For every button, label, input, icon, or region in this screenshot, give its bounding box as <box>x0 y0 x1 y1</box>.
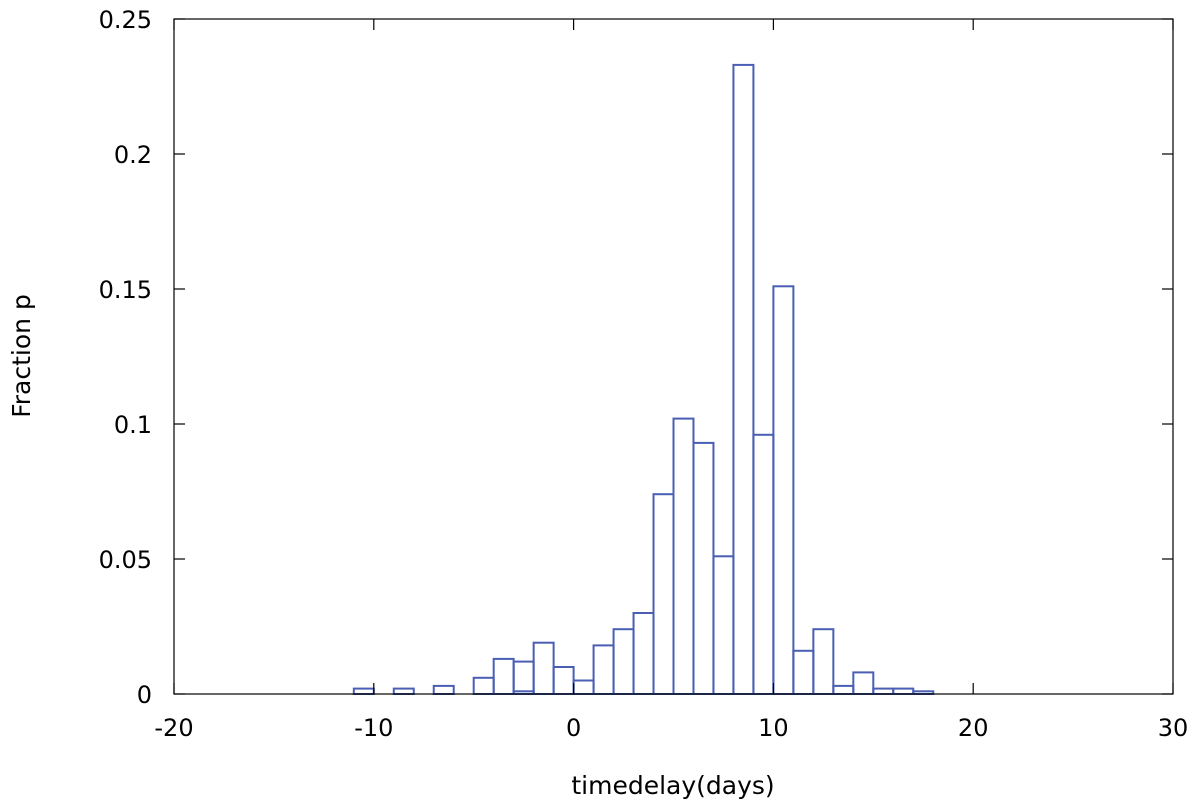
bars-layer <box>352 63 935 696</box>
histogram-bar-7 <box>552 666 575 695</box>
y-tick-label-1: 0.05 <box>99 546 152 574</box>
histogram-bar-4 <box>492 657 515 696</box>
histogram-bar-20 <box>812 628 835 696</box>
x-tick-label-2: 0 <box>566 714 581 742</box>
y-tick-label-2: 0.1 <box>114 411 152 439</box>
x-tick-label-3: 10 <box>758 714 789 742</box>
histogram-bar-14 <box>692 441 715 695</box>
histogram-bar-8 <box>572 679 595 695</box>
ticks-layer <box>173 18 1174 695</box>
histogram-bar-19 <box>792 649 815 695</box>
histogram-bar-3 <box>472 676 495 695</box>
histogram-bar-12 <box>652 493 675 696</box>
histogram-bar-18 <box>772 285 795 695</box>
histogram-bar-21 <box>832 684 855 696</box>
histogram-bar-10 <box>612 628 635 696</box>
plot-frame <box>173 18 1174 695</box>
histogram-bar-23 <box>872 687 895 695</box>
histogram-bar-1 <box>392 687 415 695</box>
histogram-bar-6 <box>532 641 555 696</box>
y-tick-label-4: 0.2 <box>114 141 152 169</box>
histogram-bar-17 <box>752 433 775 695</box>
y-tick-label-5: 0.25 <box>99 6 152 34</box>
histogram-bar-13 <box>672 417 695 695</box>
x-tick-label-5: 30 <box>1158 714 1189 742</box>
histogram-bar-22 <box>852 671 875 696</box>
histogram-bar-15 <box>712 555 735 695</box>
x-axis-title: timedelay(days) <box>571 771 774 800</box>
histogram-bar-5 <box>512 660 535 695</box>
y-tick-label-0: 0 <box>137 681 152 709</box>
x-tick-label-1: -10 <box>354 714 393 742</box>
histogram-bar-16 <box>732 63 755 695</box>
histogram-bar-0 <box>352 687 375 695</box>
y-tick-label-3: 0.15 <box>99 276 152 304</box>
histogram-bar-9 <box>592 644 615 696</box>
histogram-bar-24 <box>892 687 915 695</box>
histogram-bar-2 <box>432 684 455 696</box>
tick-labels-layer: -20 -10 0 10 20 30 0 0.05 0.1 0.15 0.2 0.25 <box>99 6 1189 742</box>
x-tick-label-0: -20 <box>154 714 193 742</box>
histogram-bar-11 <box>632 612 655 695</box>
x-tick-label-4: 20 <box>958 714 989 742</box>
y-axis-title: Fraction p <box>7 294 36 418</box>
